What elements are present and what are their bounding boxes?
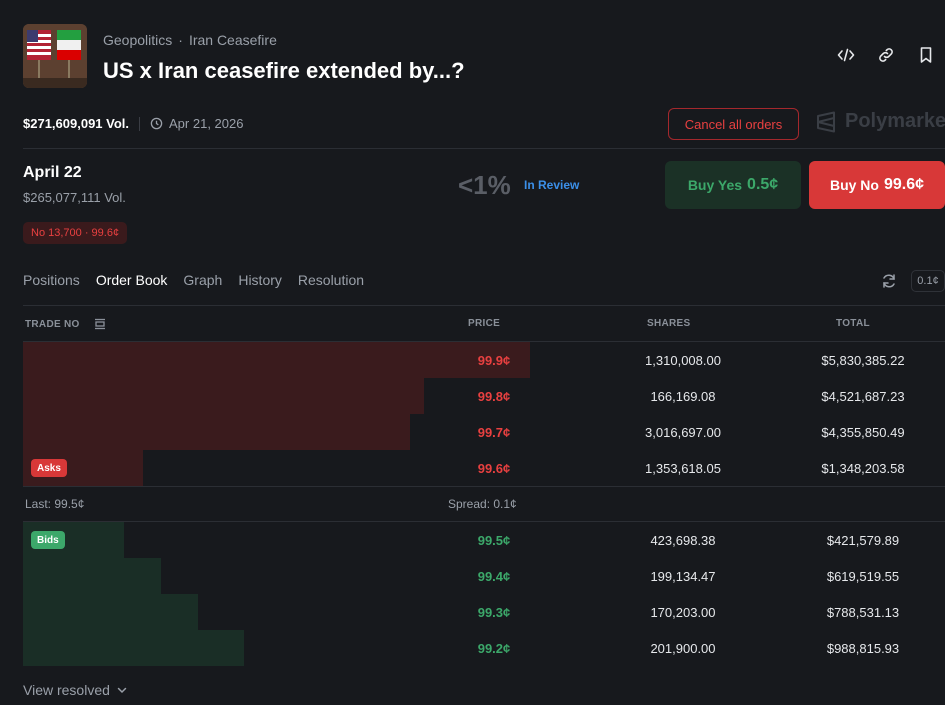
bid-row[interactable]: 99.4¢ 199,134.47 $619,519.55 bbox=[23, 558, 945, 594]
buy-no-button[interactable]: Buy No 99.6¢ bbox=[809, 161, 945, 209]
breadcrumb-event[interactable]: Iran Ceasefire bbox=[188, 32, 277, 48]
divider bbox=[23, 521, 945, 522]
breadcrumb-category[interactable]: Geopolitics bbox=[103, 32, 173, 48]
bids-badge: Bids bbox=[31, 531, 65, 549]
brand-logo: Polymarket bbox=[815, 110, 945, 133]
refresh-icon[interactable] bbox=[880, 272, 898, 290]
tick-size-button[interactable]: 0.1¢ bbox=[911, 270, 945, 292]
view-resolved-label: View resolved bbox=[23, 682, 110, 698]
chevron-down-icon bbox=[117, 687, 127, 694]
market-date[interactable]: April 22 bbox=[23, 164, 82, 181]
buy-yes-label: Buy Yes bbox=[687, 177, 743, 193]
divider bbox=[23, 305, 945, 306]
depth-bar bbox=[23, 558, 162, 594]
collapse-icon[interactable] bbox=[94, 318, 106, 330]
bookmark-icon[interactable] bbox=[917, 46, 935, 64]
tab-positions[interactable]: Positions bbox=[23, 272, 80, 288]
breadcrumb-separator: · bbox=[178, 32, 183, 48]
tab-bar: Positions Order Book Graph History Resol… bbox=[23, 272, 364, 288]
embed-icon[interactable] bbox=[837, 46, 855, 64]
ask-total: $5,830,385.22 bbox=[821, 352, 905, 368]
divider bbox=[23, 486, 945, 487]
spread: Spread: 0.1¢ bbox=[448, 497, 517, 511]
event-meta: $271,609,091 Vol. Apr 21, 2026 bbox=[23, 116, 243, 131]
ask-row[interactable]: 99.8¢ 166,169.08 $4,521,687.23 bbox=[23, 378, 945, 414]
bid-row[interactable]: 99.2¢ 201,900.00 $988,815.93 bbox=[23, 630, 945, 666]
ask-total: $4,521,687.23 bbox=[821, 388, 905, 404]
buy-yes-price: 0.5¢ bbox=[747, 176, 779, 193]
tab-order-book[interactable]: Order Book bbox=[95, 272, 168, 288]
spread-row: Last: 99.5¢ Spread: 0.1¢ bbox=[23, 486, 945, 521]
ask-shares: 3,016,697.00 bbox=[645, 424, 721, 440]
col-price: PRICE bbox=[468, 318, 501, 329]
ask-row[interactable]: Asks 99.6¢ 1,353,618.05 $1,348,203.58 bbox=[23, 450, 945, 486]
event-date-text: Apr 21, 2026 bbox=[169, 116, 244, 131]
tab-resolution[interactable]: Resolution bbox=[297, 272, 365, 288]
buy-yes-button[interactable]: Buy Yes 0.5¢ bbox=[665, 161, 801, 209]
depth-bar bbox=[23, 378, 425, 414]
depth-bar bbox=[23, 594, 199, 630]
page-title: US x Iran ceasefire extended by...? bbox=[103, 58, 465, 83]
bid-shares: 170,203.00 bbox=[650, 604, 716, 620]
bid-price: 99.4¢ bbox=[477, 568, 511, 584]
position-badge[interactable]: No 13,700 · 99.6¢ bbox=[23, 222, 128, 244]
depth-bar bbox=[23, 630, 245, 666]
col-total: TOTAL bbox=[836, 318, 870, 329]
bid-row[interactable]: 99.3¢ 170,203.00 $788,531.13 bbox=[23, 594, 945, 630]
ask-shares: 1,310,008.00 bbox=[645, 352, 721, 368]
view-resolved-link[interactable]: View resolved bbox=[23, 682, 128, 698]
meta-divider bbox=[139, 116, 141, 131]
polymarket-icon bbox=[817, 111, 835, 132]
bid-shares: 199,134.47 bbox=[650, 568, 716, 584]
header-actions bbox=[837, 46, 935, 64]
brand-name: Polymarket bbox=[845, 110, 945, 132]
ask-shares: 166,169.08 bbox=[650, 388, 716, 404]
divider bbox=[23, 148, 945, 149]
divider bbox=[23, 341, 945, 342]
bid-price: 99.5¢ bbox=[477, 532, 511, 548]
buy-no-label: Buy No bbox=[829, 177, 879, 193]
market-probability: <1% bbox=[458, 170, 511, 200]
buy-no-price: 99.6¢ bbox=[883, 176, 925, 193]
depth-bar bbox=[23, 342, 531, 378]
tab-graph[interactable]: Graph bbox=[183, 272, 223, 288]
market-thumbnail bbox=[23, 24, 87, 88]
bid-row[interactable]: Bids 99.5¢ 423,698.38 $421,579.89 bbox=[23, 522, 945, 558]
market-volume: $265,077,111 Vol. bbox=[23, 190, 126, 205]
depth-bar bbox=[23, 414, 411, 450]
ask-row[interactable]: 99.9¢ 1,310,008.00 $5,830,385.22 bbox=[23, 342, 945, 378]
ask-total: $4,355,850.49 bbox=[821, 424, 905, 440]
bid-total: $788,531.13 bbox=[826, 604, 900, 620]
ask-price: 99.7¢ bbox=[477, 424, 511, 440]
last-price: Last: 99.5¢ bbox=[25, 497, 85, 511]
bid-shares: 423,698.38 bbox=[650, 532, 716, 548]
clock-icon bbox=[150, 117, 163, 130]
ask-total: $1,348,203.58 bbox=[821, 460, 905, 476]
link-icon[interactable] bbox=[877, 46, 895, 64]
col-shares: SHARES bbox=[647, 318, 691, 329]
tab-history[interactable]: History bbox=[238, 272, 282, 288]
col-trade-label: TRADE NO bbox=[25, 318, 80, 330]
ask-price: 99.6¢ bbox=[477, 460, 511, 476]
ask-row[interactable]: 99.7¢ 3,016,697.00 $4,355,850.49 bbox=[23, 414, 945, 450]
ask-shares: 1,353,618.05 bbox=[645, 460, 721, 476]
bid-price: 99.2¢ bbox=[477, 640, 511, 656]
cancel-all-orders-button[interactable]: Cancel all orders bbox=[668, 108, 799, 140]
bid-total: $988,815.93 bbox=[826, 640, 900, 656]
event-volume: $271,609,091 Vol. bbox=[23, 116, 130, 131]
asks-badge: Asks bbox=[31, 459, 67, 477]
ask-price: 99.9¢ bbox=[477, 352, 511, 368]
breadcrumb: Geopolitics · Iran Ceasefire bbox=[103, 32, 277, 48]
bid-price: 99.3¢ bbox=[477, 604, 511, 620]
bid-total: $619,519.55 bbox=[826, 568, 900, 584]
bid-total: $421,579.89 bbox=[826, 532, 900, 548]
bid-shares: 201,900.00 bbox=[650, 640, 716, 656]
status-badge: In Review bbox=[524, 178, 580, 192]
event-date: Apr 21, 2026 bbox=[150, 116, 243, 131]
ask-price: 99.8¢ bbox=[477, 388, 511, 404]
col-trade: TRADE NO bbox=[25, 318, 106, 330]
